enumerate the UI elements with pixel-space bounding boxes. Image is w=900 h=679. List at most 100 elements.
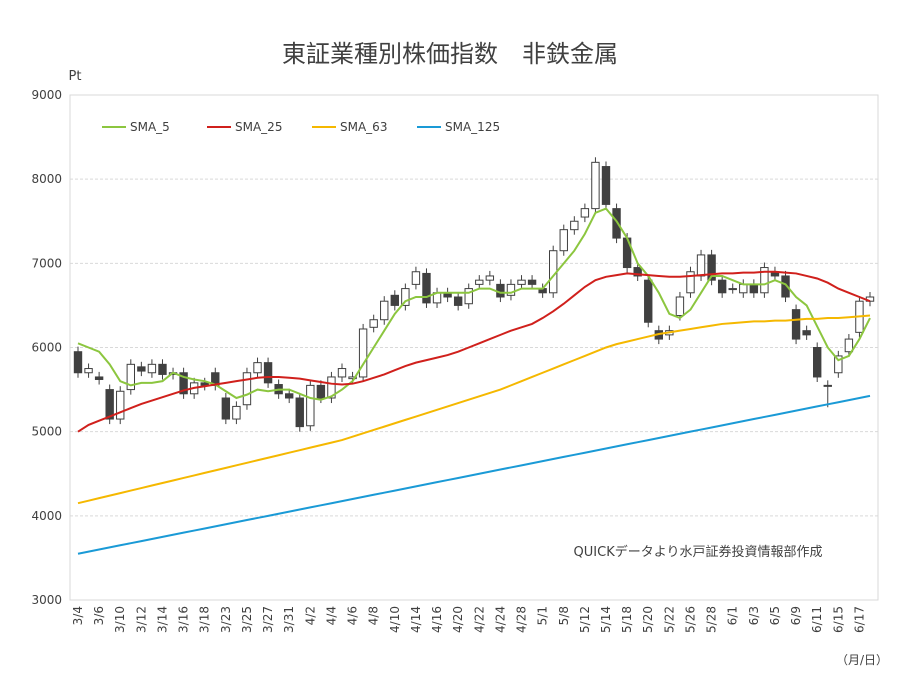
candle-body [834, 355, 843, 374]
candle-body [411, 271, 421, 285]
y-tick-label: 5000 [31, 425, 62, 439]
legend-label: SMA_125 [445, 120, 500, 134]
x-tick-label: 5/18 [620, 606, 634, 633]
candle-body [570, 220, 579, 231]
candle-body [221, 397, 231, 420]
candle-body [285, 393, 294, 399]
candle-body [485, 275, 495, 281]
candle-body [84, 368, 93, 374]
candle-body [327, 376, 336, 399]
candle-body [422, 272, 431, 304]
candle-body [591, 161, 600, 210]
x-tick-label: 6/11 [810, 606, 824, 633]
x-tick-label: 6/1 [726, 606, 740, 625]
x-tick-label: 3/10 [113, 606, 127, 633]
candle-body [369, 319, 378, 328]
x-tick-label: 6/9 [789, 606, 803, 625]
chart-title: 東証業種別株価指数 非鉄金属 [282, 40, 618, 68]
candle-body [791, 309, 801, 340]
candle-body [506, 283, 516, 296]
x-tick-label: 3/25 [240, 606, 254, 633]
candle-body [358, 328, 368, 378]
x-tick-label: 4/10 [388, 606, 402, 633]
x-tick-label: 5/20 [641, 606, 655, 633]
x-tick-label: 4/6 [346, 606, 360, 625]
candle-body [707, 254, 716, 281]
sma-line [77, 314, 871, 505]
y-tick-label: 9000 [31, 88, 62, 102]
candle-body [644, 279, 653, 323]
x-tick-label: 3/4 [71, 606, 85, 625]
candle-body [242, 372, 252, 406]
candle-body [559, 229, 568, 252]
candle-body [73, 351, 83, 374]
x-tick-label: 4/16 [430, 606, 444, 633]
sma-line [77, 270, 871, 433]
candle-body [263, 362, 273, 384]
x-tick-label: 4/4 [324, 606, 338, 625]
x-tick-label: 4/14 [409, 606, 423, 633]
annotation: QUICKデータより水戸証券投資情報部作成 [574, 544, 823, 560]
x-axis-label: （月/日） [836, 653, 888, 667]
x-tick-label: 5/28 [705, 606, 719, 633]
candle-body [126, 363, 135, 391]
candle-body [675, 296, 685, 317]
x-tick-label: 6/15 [831, 606, 845, 633]
x-tick-label: 3/14 [155, 606, 169, 633]
y-unit: Pt [69, 69, 82, 84]
x-tick-label: 5/14 [599, 606, 613, 633]
x-tick-label: 3/16 [177, 606, 191, 633]
x-tick-label: 5/26 [683, 606, 697, 633]
x-tick-label: 3/23 [219, 606, 233, 633]
candle-body [813, 347, 822, 378]
legend-label: SMA_25 [235, 120, 282, 134]
x-tick-label: 5/1 [536, 606, 550, 625]
x-tick-label: 3/18 [198, 606, 212, 633]
candle-body [823, 384, 832, 387]
x-tick-label: 4/22 [472, 606, 486, 633]
candle-body [802, 330, 811, 336]
candle-body [306, 384, 315, 427]
candle-body [717, 279, 727, 294]
candle-body [580, 208, 590, 218]
candle-body [475, 279, 484, 285]
candle-body [728, 288, 737, 291]
candle-body [390, 294, 399, 306]
y-tick-label: 3000 [31, 593, 62, 607]
x-tick-label: 6/3 [747, 606, 761, 625]
candle-body [749, 283, 759, 294]
candle-body [781, 275, 790, 298]
candle-body [295, 397, 304, 428]
sma-line [77, 207, 871, 401]
sma-line [77, 394, 871, 555]
x-tick-label: 4/28 [515, 606, 529, 633]
candle-body [380, 300, 389, 321]
candle-body [232, 405, 241, 420]
candle-body [179, 372, 188, 395]
candle-body [739, 283, 748, 294]
candle-body [633, 267, 642, 277]
candle-body [686, 271, 695, 294]
candle-body [527, 279, 537, 285]
x-tick-label: 4/8 [367, 606, 381, 625]
candle-body [147, 363, 157, 374]
candle-body [612, 208, 621, 239]
y-tick-label: 4000 [31, 509, 62, 523]
candle-body [116, 390, 125, 420]
x-tick-label: 5/22 [662, 606, 676, 633]
y-tick-label: 8000 [31, 172, 62, 186]
candle-body [760, 267, 769, 294]
x-tick-label: 5/8 [557, 606, 571, 625]
x-tick-label: 6/17 [852, 606, 866, 633]
candle-body [844, 338, 854, 353]
candle-body [94, 376, 104, 380]
candle-body [137, 366, 146, 372]
x-tick-label: 3/12 [134, 606, 148, 633]
candle-body [337, 368, 347, 378]
y-tick-label: 6000 [31, 341, 62, 355]
candle-body [696, 254, 706, 277]
y-tick-label: 7000 [31, 256, 62, 270]
x-tick-label: 4/2 [303, 606, 317, 625]
candle-body [464, 288, 473, 305]
x-tick-label: 3/27 [261, 606, 275, 633]
